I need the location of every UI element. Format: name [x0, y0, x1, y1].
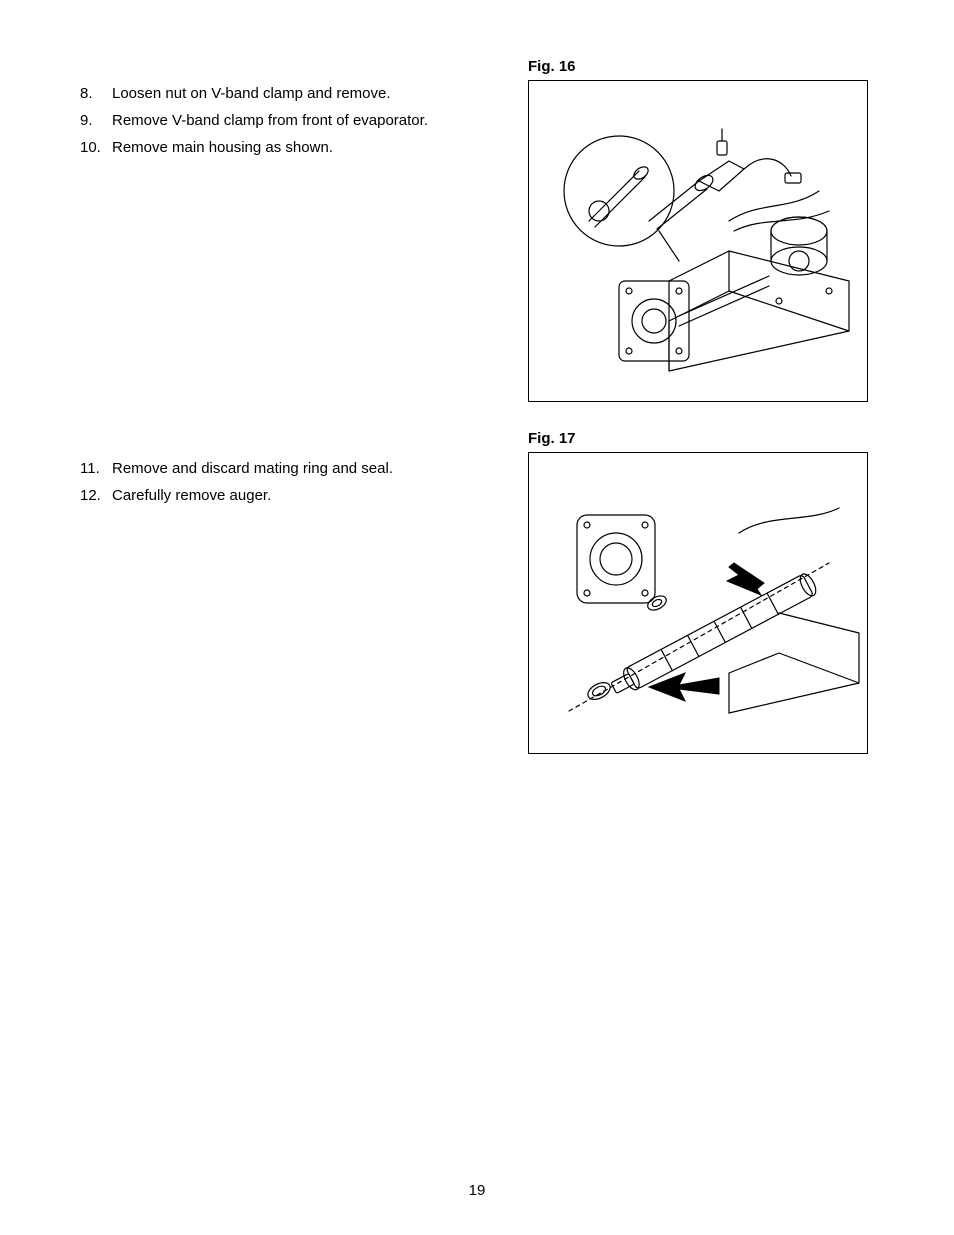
steps-block-1: 8. Loosen nut on V-band clamp and remove… [80, 80, 500, 161]
steps-list-1: 8. Loosen nut on V-band clamp and remove… [80, 80, 500, 161]
fig16-label: Fig. 16 [528, 58, 576, 75]
step-number: 8. [80, 80, 112, 107]
steps-block-2: 11. Remove and discard mating ring and s… [80, 455, 500, 509]
step-8: 8. Loosen nut on V-band clamp and remove… [80, 80, 500, 107]
step-12: 12. Carefully remove auger. [80, 482, 500, 509]
page-number: 19 [0, 1182, 954, 1199]
step-9: 9. Remove V-band clamp from front of eva… [80, 107, 500, 134]
step-number: 12. [80, 482, 112, 509]
fig16-diagram-icon [529, 81, 867, 401]
fig16-box [528, 80, 868, 402]
step-11: 11. Remove and discard mating ring and s… [80, 455, 500, 482]
step-text: Remove main housing as shown. [112, 134, 333, 161]
step-number: 11. [80, 455, 112, 482]
step-text: Loosen nut on V-band clamp and remove. [112, 80, 391, 107]
step-text: Remove V-band clamp from front of evapor… [112, 107, 428, 134]
step-number: 10. [80, 134, 112, 161]
fig17-box [528, 452, 868, 754]
step-number: 9. [80, 107, 112, 134]
fig17-diagram-icon [529, 453, 867, 753]
step-text: Remove and discard mating ring and seal. [112, 455, 393, 482]
page: 8. Loosen nut on V-band clamp and remove… [0, 0, 954, 1235]
step-text: Carefully remove auger. [112, 482, 271, 509]
fig17-label: Fig. 17 [528, 430, 576, 447]
step-10: 10. Remove main housing as shown. [80, 134, 500, 161]
steps-list-2: 11. Remove and discard mating ring and s… [80, 455, 500, 509]
